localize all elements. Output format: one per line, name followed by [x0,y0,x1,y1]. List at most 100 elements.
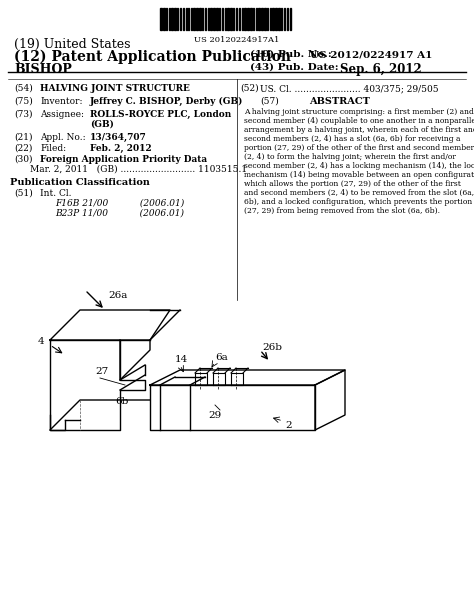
Text: (21): (21) [14,133,33,142]
Text: US 2012/0224917 A1: US 2012/0224917 A1 [310,50,432,59]
Bar [242,8,243,30]
Text: 26b: 26b [262,343,282,351]
Bar [210,8,212,30]
Text: Mar. 2, 2011   (GB) .......................... 1103515.1: Mar. 2, 2011 (GB) ......................… [30,165,247,174]
Bar [230,8,232,30]
Text: 6a: 6a [215,354,228,362]
Text: mechanism (14) being movable between an open configuration,: mechanism (14) being movable between an … [244,171,474,179]
Bar [166,8,167,30]
Text: 6b), and a locked configuration, which prevents the portion: 6b), and a locked configuration, which p… [244,198,472,206]
Bar [281,8,282,30]
Text: second member (2, 4) has a locking mechanism (14), the locking: second member (2, 4) has a locking mecha… [244,162,474,170]
Bar [275,8,277,30]
Text: ABSTRACT: ABSTRACT [310,97,371,106]
Text: Foreign Application Priority Data: Foreign Application Priority Data [40,155,207,164]
Bar [264,8,266,30]
Text: 13/364,707: 13/364,707 [90,133,147,142]
Text: 29: 29 [209,411,222,420]
Bar [213,8,215,30]
Text: (2, 4) to form the halving joint; wherein the first and/or: (2, 4) to form the halving joint; wherei… [244,153,456,161]
Bar [287,8,288,30]
Bar [191,8,192,30]
Text: (22): (22) [14,144,32,153]
Text: (10) Pub. No.:: (10) Pub. No.: [250,50,332,59]
Bar [225,8,226,30]
Bar [284,8,285,30]
Text: (54): (54) [14,84,33,93]
Text: Appl. No.:: Appl. No.: [40,133,86,142]
Bar [199,8,201,30]
Bar [239,8,240,30]
Bar [247,8,249,30]
Text: (57): (57) [260,97,279,106]
Text: (73): (73) [14,110,33,119]
Text: A halving joint structure comprising: a first member (2) and a: A halving joint structure comprising: a … [244,108,474,116]
Text: Jeffrey C. BISHOP, Derby (GB): Jeffrey C. BISHOP, Derby (GB) [90,97,243,106]
Text: second member (4) couplable to one another in a nonparallel: second member (4) couplable to one anoth… [244,117,474,125]
Text: (19) United States: (19) United States [14,38,130,51]
Bar [160,8,162,30]
Bar [227,8,229,30]
Bar [174,8,176,30]
Text: arrangement by a halving joint, wherein each of the first and: arrangement by a halving joint, wherein … [244,126,474,134]
Text: Feb. 2, 2012: Feb. 2, 2012 [90,144,152,153]
Bar [186,8,187,30]
Text: (75): (75) [14,97,33,106]
Text: US 20120224917A1: US 20120224917A1 [194,36,280,44]
Bar [205,8,206,30]
Text: 4: 4 [37,337,44,346]
Bar [270,8,271,30]
Text: Sep. 6, 2012: Sep. 6, 2012 [340,63,422,76]
Text: F16B 21/00           (2006.01): F16B 21/00 (2006.01) [55,199,184,208]
Bar [202,8,203,30]
Bar [169,8,170,30]
Bar [171,8,173,30]
Text: HALVING JOINT STRUCTURE: HALVING JOINT STRUCTURE [40,84,190,93]
Bar [196,8,198,30]
Text: (30): (30) [14,155,33,164]
Bar [244,8,246,30]
Bar [208,8,209,30]
Bar [272,8,274,30]
Text: BISHOP: BISHOP [14,63,72,76]
Text: US. Cl. ....................... 403/375; 29/505: US. Cl. ....................... 403/375;… [260,84,438,93]
Text: portion (27, 29) of the other of the first and second members: portion (27, 29) of the other of the fir… [244,144,474,152]
Bar [193,8,195,30]
Bar [222,8,223,30]
Text: (12) Patent Application Publication: (12) Patent Application Publication [14,50,291,64]
Text: 26a: 26a [108,290,128,299]
Text: Int. Cl.: Int. Cl. [40,189,72,198]
Text: 27: 27 [95,367,108,376]
Bar [180,8,181,30]
Text: (51): (51) [14,189,33,198]
Text: and second members (2, 4) to be removed from the slot (6a,: and second members (2, 4) to be removed … [244,189,474,197]
Bar [261,8,263,30]
Bar [163,8,165,30]
Bar [236,8,237,30]
Bar [216,8,218,30]
Text: (43) Pub. Date:: (43) Pub. Date: [250,63,338,72]
Bar [256,8,257,30]
Bar [253,8,254,30]
Bar [258,8,260,30]
Bar [278,8,280,30]
Bar [188,8,189,30]
Text: which allows the portion (27, 29) of the other of the first: which allows the portion (27, 29) of the… [244,180,461,188]
Text: second members (2, 4) has a slot (6a, 6b) for receiving a: second members (2, 4) has a slot (6a, 6b… [244,135,461,143]
Text: Inventor:: Inventor: [40,97,82,106]
Text: Filed:: Filed: [40,144,66,153]
Text: ROLLS-ROYCE PLC, London: ROLLS-ROYCE PLC, London [90,110,231,119]
Bar [290,8,291,30]
Text: (GB): (GB) [90,120,114,129]
Bar [233,8,234,30]
Bar [267,8,268,30]
Bar [219,8,220,30]
Text: (27, 29) from being removed from the slot (6a, 6b).: (27, 29) from being removed from the slo… [244,207,440,215]
Text: (52): (52) [240,84,259,93]
Bar [177,8,178,30]
Text: 14: 14 [175,356,188,365]
Text: 6b: 6b [115,398,128,406]
Bar [183,8,184,30]
Text: 2: 2 [285,420,292,430]
Text: Publication Classification: Publication Classification [10,178,150,187]
